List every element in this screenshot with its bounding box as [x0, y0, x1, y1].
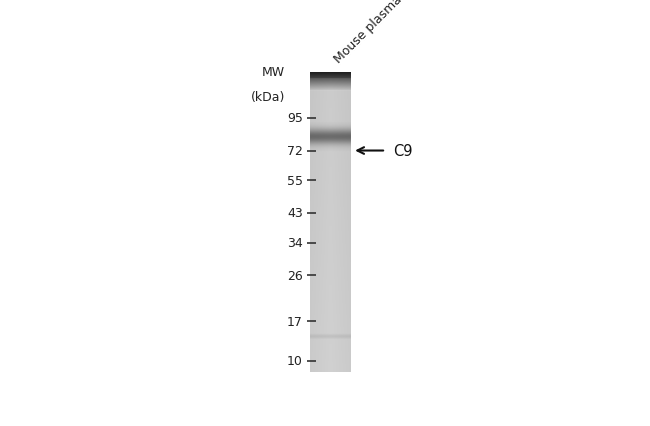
Text: 55: 55: [287, 174, 303, 187]
Text: (kDa): (kDa): [251, 91, 285, 104]
Text: 72: 72: [287, 145, 303, 158]
Text: 95: 95: [287, 112, 303, 125]
Text: 43: 43: [287, 207, 303, 220]
Text: 34: 34: [287, 236, 303, 250]
Text: Mouse plasma: Mouse plasma: [332, 0, 404, 66]
Text: 26: 26: [287, 269, 303, 282]
Text: C9: C9: [393, 144, 413, 158]
Text: 10: 10: [287, 354, 303, 368]
Text: MW: MW: [262, 66, 285, 79]
Text: 17: 17: [287, 315, 303, 328]
